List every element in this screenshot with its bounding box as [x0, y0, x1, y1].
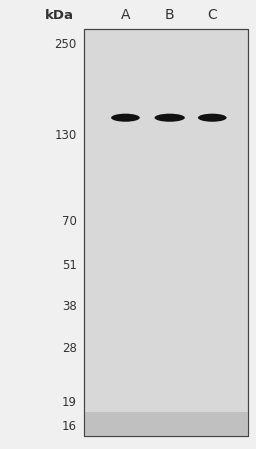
- Text: 16: 16: [62, 420, 77, 433]
- Text: 19: 19: [62, 396, 77, 409]
- Text: 130: 130: [55, 129, 77, 142]
- Text: 51: 51: [62, 259, 77, 272]
- Bar: [84, 412, 248, 436]
- Text: kDa: kDa: [45, 9, 74, 22]
- Text: C: C: [207, 9, 217, 22]
- Text: 70: 70: [62, 215, 77, 228]
- Ellipse shape: [111, 114, 140, 122]
- Bar: [84, 29, 248, 436]
- Text: 28: 28: [62, 343, 77, 355]
- Ellipse shape: [198, 114, 227, 122]
- Ellipse shape: [155, 114, 185, 122]
- Text: 38: 38: [62, 300, 77, 313]
- Text: 250: 250: [55, 39, 77, 52]
- Bar: [84, 29, 248, 436]
- Text: B: B: [165, 9, 175, 22]
- Text: A: A: [121, 9, 130, 22]
